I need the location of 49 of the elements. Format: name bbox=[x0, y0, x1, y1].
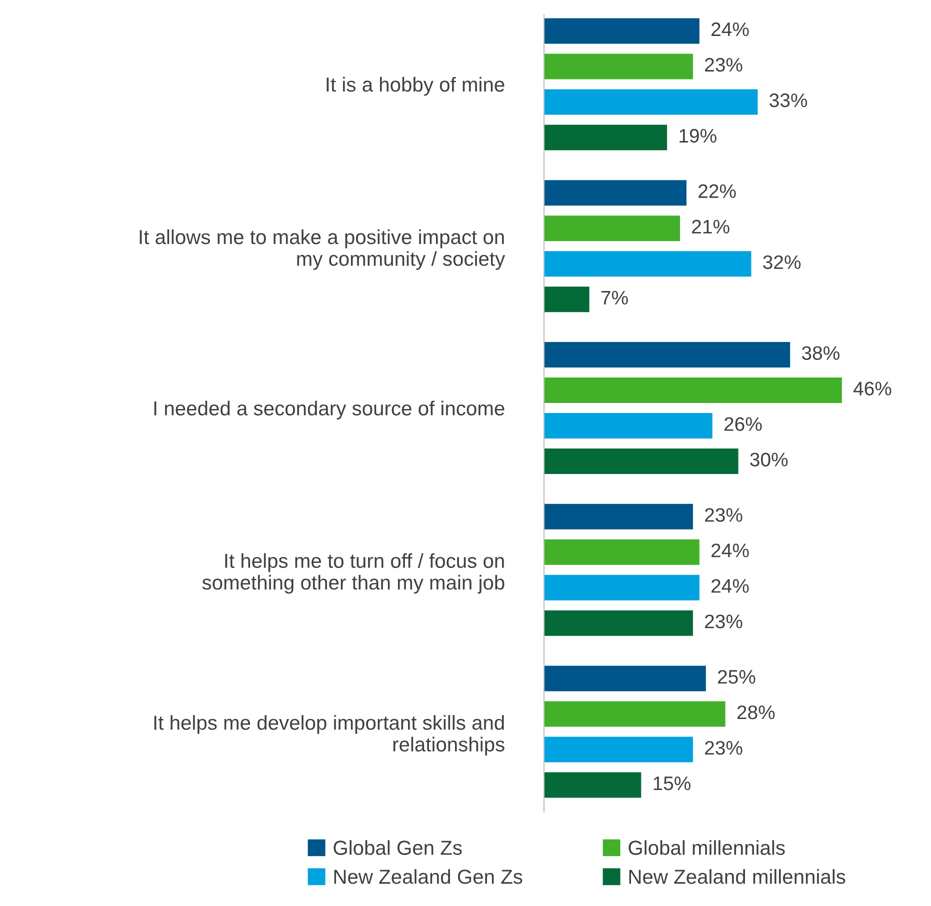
y-tick-label: It allows me to make a positive impact on my community / society bbox=[140, 229, 506, 270]
bar bbox=[544, 701, 726, 727]
bar bbox=[544, 89, 758, 115]
data-label: 19% bbox=[680, 128, 716, 143]
data-label: 22% bbox=[698, 184, 736, 198]
data-label: 7% bbox=[601, 290, 628, 305]
bar bbox=[544, 286, 590, 312]
bar bbox=[544, 448, 738, 474]
bar bbox=[544, 377, 842, 404]
data-label: 30% bbox=[750, 452, 788, 466]
data-label: 24% bbox=[712, 579, 749, 593]
bar bbox=[544, 504, 693, 530]
bar bbox=[544, 180, 686, 206]
bar bbox=[544, 216, 680, 242]
data-label: 24% bbox=[712, 22, 749, 36]
bar bbox=[544, 666, 706, 692]
bar bbox=[544, 772, 642, 798]
bar bbox=[544, 342, 790, 368]
data-label: 46% bbox=[853, 382, 892, 396]
data-label: 25% bbox=[718, 670, 756, 684]
data-label: 33% bbox=[770, 93, 808, 108]
data-label: 38% bbox=[802, 346, 840, 360]
data-label: 24% bbox=[712, 544, 749, 558]
data-label: 15% bbox=[654, 776, 690, 790]
y-tick-label: It is a hobby of mine bbox=[326, 76, 504, 96]
legend-label: Global Gen Zs bbox=[334, 840, 462, 855]
y-tick-label: I needed a secondary source of income bbox=[154, 400, 504, 420]
bar bbox=[544, 574, 700, 600]
legend-label: Global millennials bbox=[628, 840, 785, 855]
bar bbox=[544, 124, 668, 150]
data-label: 21% bbox=[692, 220, 730, 234]
data-label: 23% bbox=[705, 740, 742, 755]
bar bbox=[544, 610, 693, 636]
bar bbox=[544, 412, 712, 439]
y-tick-label: It helps me to turn off / focus on something other than my main job bbox=[202, 553, 504, 594]
bar bbox=[544, 251, 752, 277]
bar bbox=[544, 54, 693, 80]
legend-label: New Zealand Gen Zs bbox=[334, 869, 522, 884]
legend-label: New Zealand millennials bbox=[629, 869, 846, 884]
data-label: 28% bbox=[737, 705, 775, 720]
y-tick-label: It helps me develop important skills and relationships bbox=[154, 715, 504, 756]
data-label: 26% bbox=[724, 417, 762, 431]
bar bbox=[544, 736, 693, 762]
data-label: 23% bbox=[705, 614, 742, 628]
data-label: 23% bbox=[705, 508, 742, 522]
bar bbox=[544, 539, 700, 565]
data-label: 23% bbox=[705, 58, 742, 72]
data-label: 32% bbox=[763, 255, 801, 270]
bar bbox=[544, 18, 700, 44]
